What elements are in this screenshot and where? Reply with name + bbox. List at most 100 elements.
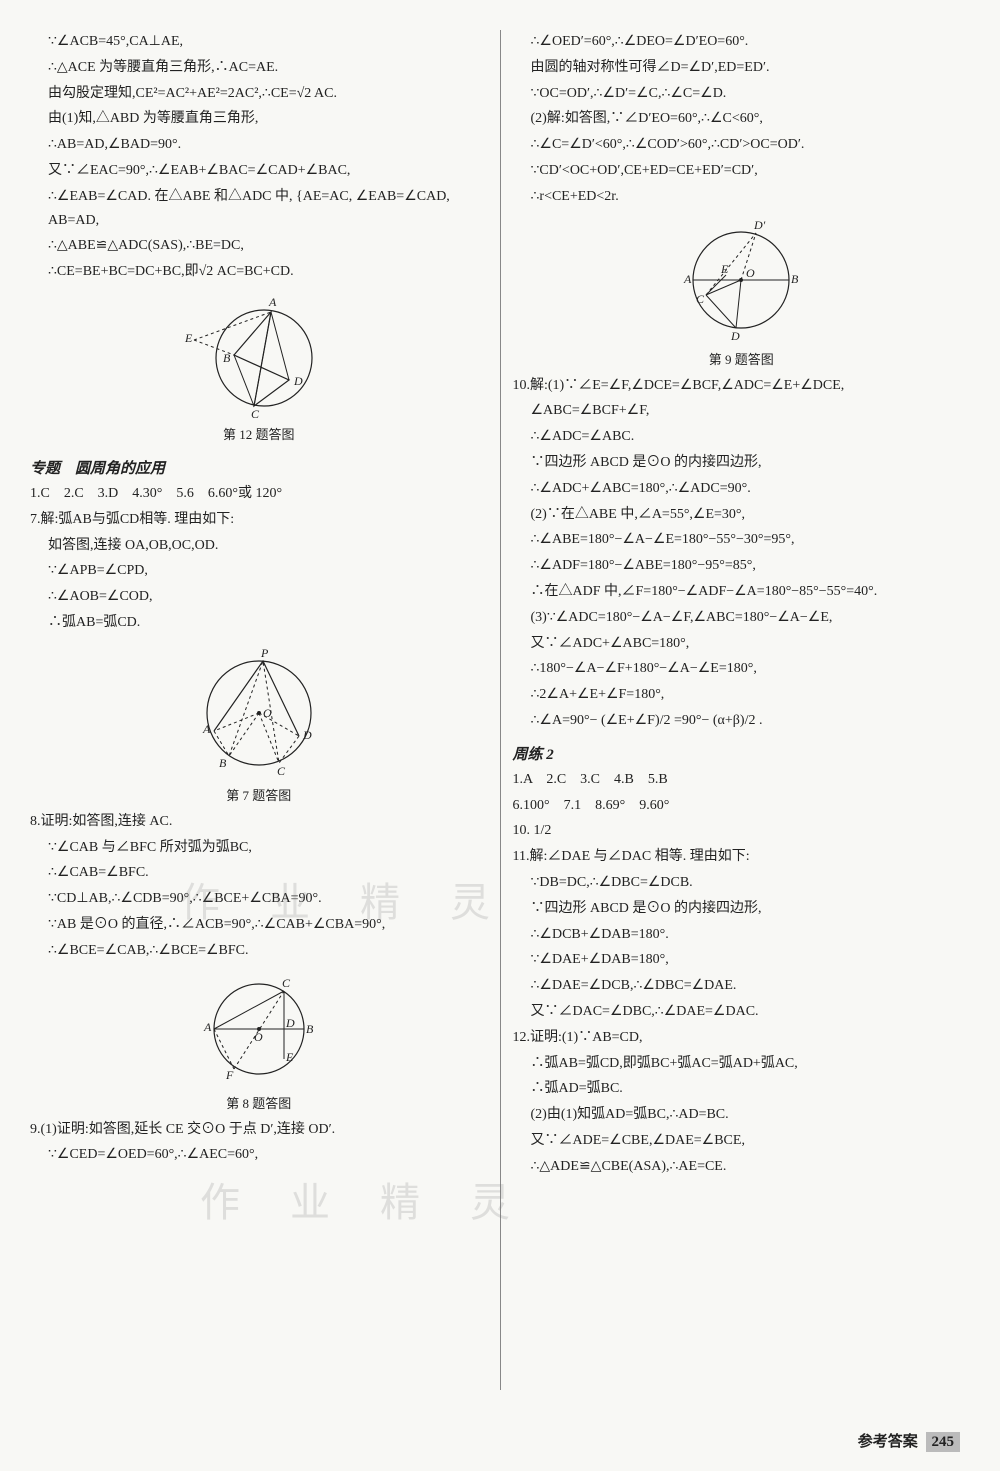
page-number: 245 xyxy=(926,1432,961,1452)
text-line: ∵DB=DC,∴∠DBC=∠DCB. xyxy=(513,871,971,895)
svg-text:D′: D′ xyxy=(753,218,766,232)
answer-row: 1.C 2.C 3.D 4.30° 5.6 6.60°或 120° xyxy=(30,482,488,506)
svg-text:D: D xyxy=(285,1016,295,1030)
svg-text:D: D xyxy=(293,374,303,388)
text-line: ∴△ABE≌△ADC(SAS),∴BE=DC, xyxy=(30,234,488,258)
text-line: 由圆的轴对称性可得∠D=∠D′,ED=ED′. xyxy=(513,56,971,80)
figure-caption: 第 7 题答图 xyxy=(30,785,488,804)
text-line: ∴∠C=∠D′<60°,∴∠COD′>60°,∴CD′>OC=OD′. xyxy=(513,133,971,157)
svg-text:A: A xyxy=(202,722,211,736)
text-line: ∴180°−∠A−∠F+180°−∠A−∠E=180°, xyxy=(513,657,971,681)
text-line: (3)∵∠ADC=180°−∠A−∠F,∠ABC=180°−∠A−∠E, xyxy=(513,606,971,630)
svg-text:E: E xyxy=(720,262,729,276)
text-line: ∠ABC=∠BCF+∠F, xyxy=(513,399,971,423)
text-line: ∴2∠A+∠E+∠F=180°, xyxy=(513,683,971,707)
text-line: 又∵∠DAC=∠DBC,∴∠DAE=∠DAC. xyxy=(513,1000,971,1024)
svg-text:A: A xyxy=(268,295,277,309)
text-line: ∵∠CED=∠OED=60°,∴∠AEC=60°, xyxy=(30,1143,488,1167)
svg-text:C: C xyxy=(277,764,286,778)
svg-text:O: O xyxy=(746,266,755,280)
svg-text:P: P xyxy=(260,646,269,660)
text-line: ∴∠ADC=∠ABC. xyxy=(513,425,971,449)
text-line: ∴r<CE+ED<2r. xyxy=(513,185,971,209)
text-line: (2)由(1)知弧AD=弧BC,∴AD=BC. xyxy=(513,1103,971,1127)
text-line: 8.证明:如答图,连接 AC. xyxy=(30,810,488,834)
text-line: ∴弧AB=弧CD,即弧BC+弧AC=弧AD+弧AC, xyxy=(513,1052,971,1076)
answer-row: 6.100° 7.1 8.69° 9.60° xyxy=(513,794,971,818)
text-line: ∴∠DCB+∠DAB=180°. xyxy=(513,923,971,947)
figure-9: A B O E D′ C D xyxy=(513,215,971,345)
figure-8: O C A B D E F xyxy=(30,969,488,1089)
page-footer: 参考答案 245 xyxy=(858,1430,960,1451)
text-line: ∴∠CAB=∠BFC. xyxy=(30,861,488,885)
answer-row: 10. 1/2 xyxy=(513,819,971,843)
section-heading: 周练 2 xyxy=(513,743,971,764)
text-line: ∵四边形 ABCD 是⊙O 的内接四边形, xyxy=(513,451,971,475)
text-line: 如答图,连接 OA,OB,OC,OD. xyxy=(30,534,488,558)
left-column: ∵∠ACB=45°,CA⊥AE, ∴△ACE 为等腰直角三角形,∴AC=AE. … xyxy=(30,30,488,1390)
figure-caption: 第 8 题答图 xyxy=(30,1093,488,1112)
text-line: ∵∠ACB=45°,CA⊥AE, xyxy=(30,30,488,54)
text-line: 由勾股定理知,CE²=AC²+AE²=2AC²,∴CE=√2 AC. xyxy=(30,82,488,106)
svg-text:O: O xyxy=(263,706,272,720)
text-line: (2)∵在△ABE 中,∠A=55°,∠E=30°, xyxy=(513,503,971,527)
text-line: ∴∠A=90°− (∠E+∠F)/2 =90°− (α+β)/2 . xyxy=(513,709,971,733)
text-line: ∴AB=AD,∠BAD=90°. xyxy=(30,133,488,157)
text-line: ∵四边形 ABCD 是⊙O 的内接四边形, xyxy=(513,897,971,921)
svg-text:C: C xyxy=(282,976,291,990)
text-line: (2)解:如答图,∵∠D′EO=60°,∴∠C<60°, xyxy=(513,107,971,131)
text-line: 由(1)知,△ABD 为等腰直角三角形, xyxy=(30,107,488,131)
text-line: ∴∠OED′=60°,∴∠DEO=∠D′EO=60°. xyxy=(513,30,971,54)
text-line: ∴弧AB=弧CD. xyxy=(30,611,488,635)
text-line: ∵CD′<OC+OD′,CE+ED=CE+ED′=CD′, xyxy=(513,159,971,183)
text-line: ∵OC=OD′,∴∠D′=∠C,∴∠C=∠D. xyxy=(513,82,971,106)
text-line: 11.解:∠DAE 与∠DAC 相等. 理由如下: xyxy=(513,845,971,869)
figure-caption: 第 12 题答图 xyxy=(30,424,488,443)
svg-text:E: E xyxy=(184,331,193,345)
text-line: 10.解:(1)∵∠E=∠F,∠DCE=∠BCF,∠ADC=∠E+∠DCE, xyxy=(513,374,971,398)
text-line: ∵CD⊥AB,∴∠CDB=90°,∴∠BCE+∠CBA=90°. xyxy=(30,887,488,911)
section-heading: 专题 圆周角的应用 xyxy=(30,457,488,478)
text-line: 7.解:弧AB与弧CD相等. 理由如下: xyxy=(30,508,488,532)
svg-text:F: F xyxy=(225,1068,234,1082)
text-line: 又∵∠EAC=90°,∴∠EAB+∠BAC=∠CAD+∠BAC, xyxy=(30,159,488,183)
text-line: ∴△ADE≌△CBE(ASA),∴AE=CE. xyxy=(513,1155,971,1179)
text-line: ∴∠ABE=180°−∠A−∠E=180°−55°−30°=95°, xyxy=(513,528,971,552)
text-line: ∵∠APB=∠CPD, xyxy=(30,559,488,583)
text-line: ∴∠BCE=∠CAB,∴∠BCE=∠BFC. xyxy=(30,939,488,963)
text-line: 又∵∠ADC+∠ABC=180°, xyxy=(513,632,971,656)
text-line: ∴∠AOB=∠COD, xyxy=(30,585,488,609)
text-line: 12.证明:(1)∵AB=CD, xyxy=(513,1026,971,1050)
text-line: ∴在△ADF 中,∠F=180°−∠ADF−∠A=180°−85°−55°=40… xyxy=(513,580,971,604)
svg-text:A: A xyxy=(683,272,692,286)
text-line: ∵AB 是⊙O 的直径,∴∠ACB=90°,∴∠CAB+∠CBA=90°, xyxy=(30,913,488,937)
svg-text:C: C xyxy=(251,407,260,420)
svg-text:E: E xyxy=(285,1050,294,1064)
text-line: ∴CE=BE+BC=DC+BC,即√2 AC=BC+CD. xyxy=(30,260,488,284)
column-divider xyxy=(500,30,501,1390)
text-line: ∴△ACE 为等腰直角三角形,∴AC=AE. xyxy=(30,56,488,80)
svg-text:B: B xyxy=(223,351,231,365)
svg-text:B: B xyxy=(219,756,227,770)
svg-text:O: O xyxy=(254,1030,263,1044)
text-line: ∴弧AD=弧BC. xyxy=(513,1077,971,1101)
text-line: ∴∠ADC+∠ABC=180°,∴∠ADC=90°. xyxy=(513,477,971,501)
text-line: ∴∠ADF=180°−∠ABE=180°−95°=85°, xyxy=(513,554,971,578)
svg-text:C: C xyxy=(696,292,705,306)
footer-label: 参考答案 xyxy=(858,1434,918,1450)
right-column: ∴∠OED′=60°,∴∠DEO=∠D′EO=60°. 由圆的轴对称性可得∠D=… xyxy=(513,30,971,1390)
content-columns: ∵∠ACB=45°,CA⊥AE, ∴△ACE 为等腰直角三角形,∴AC=AE. … xyxy=(30,30,970,1390)
figure-caption: 第 9 题答图 xyxy=(513,349,971,368)
svg-text:D: D xyxy=(302,728,312,742)
text-line: 又∵∠ADE=∠CBE,∠DAE=∠BCE, xyxy=(513,1129,971,1153)
text-line: ∴∠DAE=∠DCB,∴∠DBC=∠DAE. xyxy=(513,974,971,998)
svg-text:B: B xyxy=(791,272,799,286)
answer-row: 1.A 2.C 3.C 4.B 5.B xyxy=(513,768,971,792)
svg-text:A: A xyxy=(203,1020,212,1034)
text-line: ∵∠DAE+∠DAB=180°, xyxy=(513,948,971,972)
text-line: 9.(1)证明:如答图,延长 CE 交⊙O 于点 D′,连接 OD′. xyxy=(30,1118,488,1142)
text-line: ∴∠EAB=∠CAD. 在△ABE 和△ADC 中, {AE=AC, ∠EAB=… xyxy=(30,185,488,233)
svg-text:D: D xyxy=(730,329,740,343)
figure-7: O P A B C D xyxy=(30,641,488,781)
figure-12: A E B D C xyxy=(30,290,488,420)
